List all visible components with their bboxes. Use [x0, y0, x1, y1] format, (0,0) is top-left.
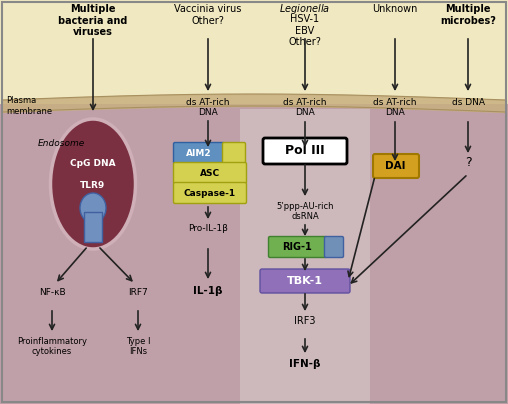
Text: IRF7: IRF7 — [128, 288, 148, 297]
FancyBboxPatch shape — [223, 143, 245, 164]
Text: ds DNA: ds DNA — [452, 98, 485, 107]
Bar — [240, 109, 370, 404]
Text: Type I
IFNs: Type I IFNs — [126, 337, 150, 356]
Text: Multiple
bacteria and
viruses: Multiple bacteria and viruses — [58, 4, 128, 37]
Text: $\it{Legionella}$: $\it{Legionella}$ — [279, 2, 331, 16]
FancyBboxPatch shape — [373, 154, 419, 178]
Text: IFN-β: IFN-β — [289, 359, 321, 369]
Text: IL-1β: IL-1β — [193, 286, 223, 296]
Text: 5’ppp-AU-rich
dsRNA: 5’ppp-AU-rich dsRNA — [276, 202, 334, 221]
Text: ?: ? — [465, 156, 471, 169]
Text: HSV-1
EBV
Other?: HSV-1 EBV Other? — [289, 14, 322, 47]
FancyBboxPatch shape — [260, 269, 350, 293]
Text: ds AT-rich
DNA: ds AT-rich DNA — [283, 98, 327, 118]
Text: Plasma
membrane: Plasma membrane — [6, 96, 52, 116]
Bar — [0, 104, 508, 404]
Text: TLR9: TLR9 — [80, 181, 106, 191]
FancyBboxPatch shape — [325, 236, 343, 257]
Ellipse shape — [80, 193, 106, 223]
Text: Endosome: Endosome — [38, 139, 85, 148]
Text: NF-κB: NF-κB — [39, 288, 66, 297]
FancyBboxPatch shape — [263, 138, 347, 164]
Ellipse shape — [50, 119, 136, 249]
Text: TBK-1: TBK-1 — [287, 276, 323, 286]
Text: Multiple
microbes?: Multiple microbes? — [440, 4, 496, 25]
Text: AIM2: AIM2 — [186, 149, 212, 158]
FancyBboxPatch shape — [174, 183, 246, 204]
Text: Pro-IL-1β: Pro-IL-1β — [188, 224, 228, 233]
Text: Vaccinia virus
Other?: Vaccinia virus Other? — [174, 4, 242, 25]
Text: DAI: DAI — [385, 161, 405, 171]
Bar — [0, 0, 508, 104]
Text: Caspase-1: Caspase-1 — [184, 189, 236, 198]
Text: ASC: ASC — [200, 168, 220, 177]
Text: Unknown: Unknown — [372, 4, 418, 14]
FancyBboxPatch shape — [174, 162, 246, 183]
FancyBboxPatch shape — [174, 143, 225, 164]
Text: RIG-1: RIG-1 — [282, 242, 312, 252]
FancyBboxPatch shape — [269, 236, 327, 257]
Text: ds AT-rich
DNA: ds AT-rich DNA — [186, 98, 230, 118]
FancyBboxPatch shape — [84, 212, 102, 242]
Text: CpG DNA: CpG DNA — [70, 160, 116, 168]
Text: ds AT-rich
DNA: ds AT-rich DNA — [373, 98, 417, 118]
Text: IRF3: IRF3 — [294, 316, 316, 326]
Text: Pol III: Pol III — [285, 145, 325, 158]
Text: Proinflammatory
cytokines: Proinflammatory cytokines — [17, 337, 87, 356]
